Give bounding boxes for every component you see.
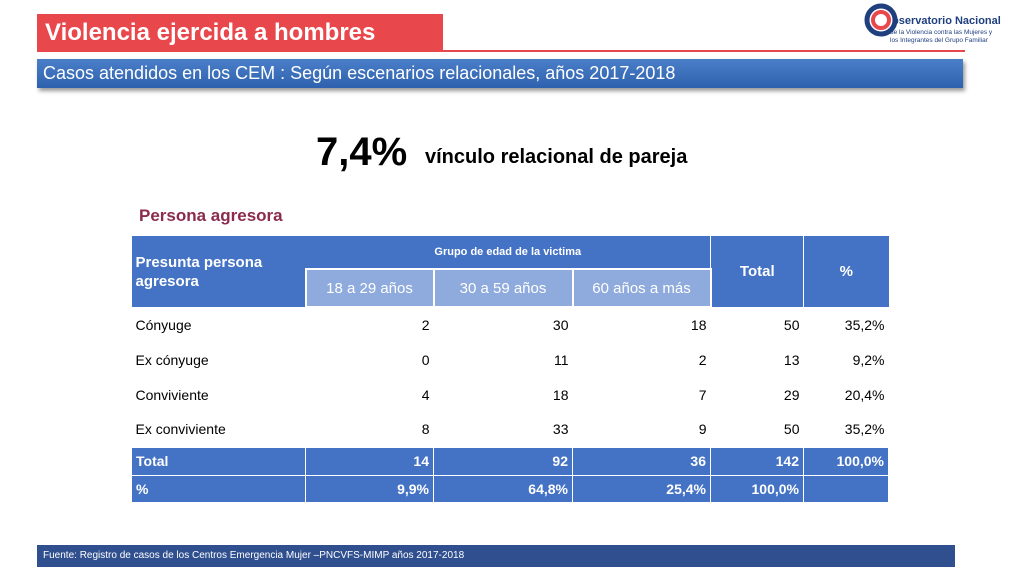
table-cell: 18	[552, 386, 569, 403]
table-cell: %	[131, 474, 306, 503]
table-cell: 100,0%	[803, 446, 889, 476]
table-cell: 20,4%	[844, 386, 885, 403]
logo-tagline: los Integrantes del Grupo Familiar	[890, 37, 988, 44]
highlight-label: vínculo relacional de pareja	[425, 146, 688, 168]
table-row: Conviviente 4 18 7 29 20,4%	[132, 377, 889, 412]
table-cell: 8	[421, 421, 430, 438]
table-cell: 25,4%	[572, 474, 711, 503]
title: Violencia ejercida a hombres	[37, 14, 443, 50]
table-cell: 9,9%	[305, 474, 434, 503]
table-cell: 30	[552, 317, 569, 333]
table-cell: 29	[783, 386, 800, 403]
table-cell: Total	[131, 446, 306, 476]
table-cell: Ex cónyuge	[135, 351, 209, 368]
header-cell: 30 a 59 años	[432, 268, 574, 308]
table-cell: Conviviente	[135, 386, 209, 403]
table-cell: 100,0%	[710, 474, 804, 503]
header-cell: Presunta persona agresora	[131, 236, 306, 307]
table-row: Cónyuge 2 30 18 50 35,2%	[132, 307, 889, 342]
table-cell: 9	[698, 421, 707, 438]
section-title: Persona agresora	[139, 206, 283, 225]
header-cell: Grupo de edad de la victima	[305, 236, 711, 269]
table-cell: 142	[710, 446, 804, 476]
table-cell: 4	[421, 386, 430, 403]
header-cell: %	[803, 236, 889, 307]
table-row: % 9,9% 64,8% 25,4% 100,0%	[131, 474, 889, 503]
table-cell: 2	[421, 317, 430, 333]
table-cell: 7	[698, 386, 707, 403]
header-cell: 18 a 29 años	[304, 268, 435, 308]
table-row: Ex cónyuge 0 11 2 13 9,2%	[132, 342, 889, 377]
table-row: Ex conviviente 8 33 9 50 35,2%	[132, 412, 889, 447]
table: Presunta persona agresora Grupo de edad …	[131, 236, 889, 503]
table-cell: 50	[783, 316, 800, 333]
table-cell: 35,2%	[844, 316, 885, 333]
header-cell: Total	[710, 236, 804, 307]
table-cell: Cónyuge	[135, 316, 192, 333]
header-cell: 60 años a más	[571, 268, 712, 308]
logo-name: bservatorio Nacional	[892, 15, 1001, 27]
highlight-value: 7,4%	[316, 130, 408, 174]
table-cell: 9,2%	[852, 351, 885, 368]
table-cell: 18	[690, 317, 707, 333]
table-cell: 0	[421, 351, 430, 368]
table-cell: 11	[553, 351, 569, 368]
table-cell: 33	[552, 421, 569, 438]
table-cell: 64,8%	[433, 474, 573, 503]
table-cell: Ex conviviente	[135, 421, 226, 438]
logo-tagline: de la Violencia contra las Mujeres y	[890, 29, 993, 36]
table-cell: 35,2%	[844, 421, 885, 438]
table-cell: 36	[572, 446, 711, 476]
table-cell: 92	[433, 446, 573, 476]
subtitle: Casos atendidos en los CEM : Según escen…	[37, 59, 963, 88]
divider	[37, 50, 965, 52]
table-cell: 13	[783, 351, 800, 368]
source-note: Fuente: Registro de casos de los Centros…	[37, 545, 955, 567]
logo-mark	[864, 3, 898, 37]
table-cell: 50	[783, 421, 800, 438]
table-cell: 14	[305, 446, 434, 476]
table-cell: 2	[698, 351, 707, 368]
table-row: Total 14 92 36 142 100,0%	[131, 446, 889, 476]
table-cell	[803, 474, 889, 503]
